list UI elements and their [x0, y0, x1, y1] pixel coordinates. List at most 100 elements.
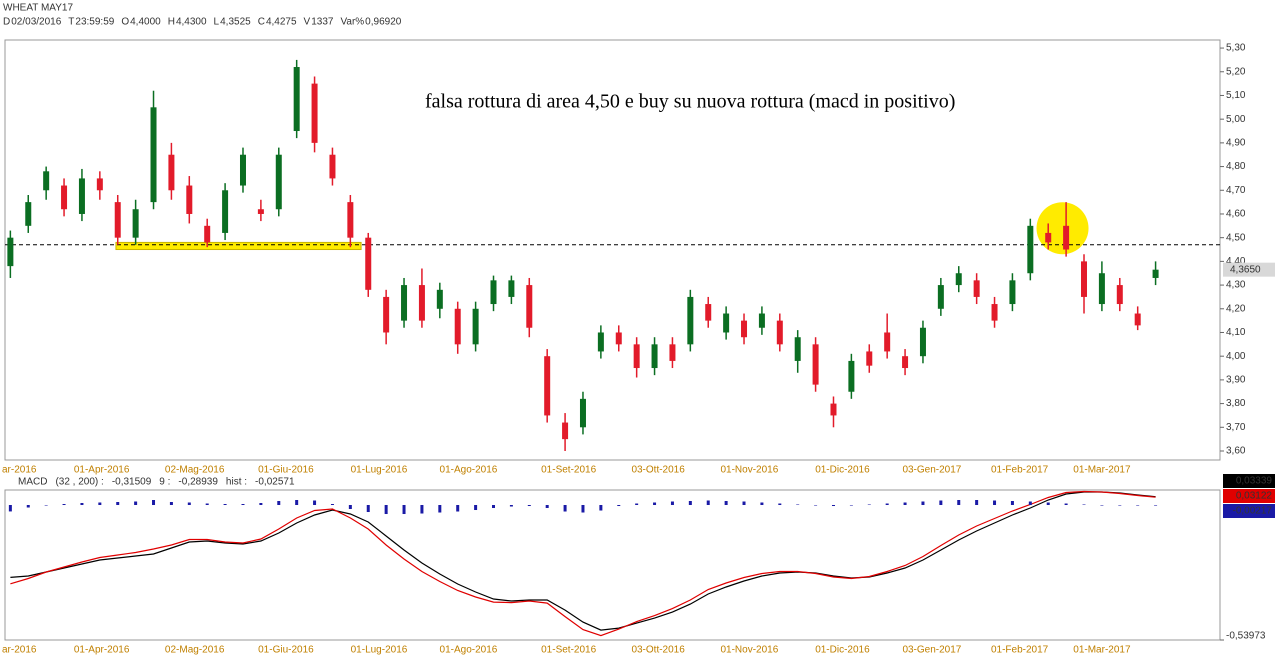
candle-body: [579, 398, 586, 428]
hist-bar: [313, 500, 317, 506]
hist-bar: [849, 505, 853, 506]
x-tick-label: 01-Apr-2016: [74, 465, 130, 476]
last-value-label: -0,00217: [1233, 506, 1273, 517]
macd-legend: MACD: [18, 477, 47, 488]
hist-bar: [438, 505, 442, 513]
last-value-label: 0,03122: [1236, 491, 1273, 502]
hist-bar: [760, 502, 764, 506]
last-value-label: 0,03339: [1236, 476, 1273, 487]
x-tick-label: 01-Lug-2016: [351, 465, 408, 476]
field-key: T: [68, 17, 74, 28]
last-value-box: [1223, 504, 1275, 518]
hist-bar: [617, 505, 621, 507]
hist-bar: [742, 501, 746, 506]
y-tick-label: 3,80: [1226, 398, 1246, 409]
x-tick-label: 01-Set-2016: [541, 645, 596, 656]
candle-body: [383, 296, 390, 333]
candle-body: [222, 190, 229, 233]
x-tick-label: 01-Dic-2016: [815, 645, 870, 656]
hist-bar: [44, 505, 48, 506]
macd-legend: -0,02571: [255, 477, 295, 488]
macd-legend: (32 , 200) :: [55, 477, 103, 488]
candle-body: [25, 202, 32, 226]
candle-body: [866, 351, 873, 366]
candle-body: [991, 304, 998, 321]
hist-bar: [420, 505, 424, 514]
x-tick-label: 01-Lug-2016: [351, 645, 408, 656]
hist-bar: [26, 505, 30, 508]
y-tick-label: 3,60: [1226, 446, 1246, 457]
hist-bar: [384, 505, 388, 515]
candle-body: [687, 296, 694, 345]
field-key: O: [121, 17, 129, 28]
candle-body: [812, 344, 819, 385]
last-value-box: [1223, 489, 1275, 503]
x-tick-label: 01-Dic-2016: [815, 465, 870, 476]
candle-body: [758, 313, 765, 328]
hist-bar: [957, 500, 961, 506]
candle-body: [365, 237, 372, 290]
hist-bar: [796, 504, 800, 506]
hist-bar: [1136, 505, 1140, 506]
hist-bar: [1028, 501, 1032, 506]
field-value: 4,4275: [266, 17, 297, 28]
hist-bar: [295, 500, 299, 506]
macd-legend: -0,31509: [112, 477, 152, 488]
x-tick-label: 02-Mag-2016: [165, 465, 225, 476]
y-tick-label: 3,70: [1226, 422, 1246, 433]
hist-bar: [152, 500, 156, 506]
hist-bar: [563, 505, 567, 512]
x-tick-label: 03-Ott-2016: [631, 645, 685, 656]
candle-body: [1009, 280, 1016, 305]
y-tick-label: 4,70: [1226, 185, 1246, 196]
field-key: Var%: [340, 17, 364, 28]
hist-bar: [1118, 505, 1122, 506]
field-value: 4,4300: [176, 17, 207, 28]
hist-bar: [241, 504, 245, 506]
hist-bar: [1046, 502, 1050, 506]
field-value: 4,4000: [130, 17, 161, 28]
hist-bar: [545, 505, 549, 509]
candle-body: [436, 289, 443, 309]
highlight: [1036, 202, 1089, 255]
candle-body: [597, 332, 604, 352]
macd-line: [10, 490, 1156, 637]
hist-bar: [975, 500, 979, 506]
candle-body: [830, 403, 837, 416]
hist-bar: [670, 501, 674, 506]
last-price-label: 4,3650: [1230, 264, 1261, 275]
x-tick-label: 01-Ago-2016: [440, 645, 498, 656]
field-key: L: [214, 17, 220, 28]
candle-body: [150, 107, 157, 203]
candle-body: [1116, 285, 1123, 305]
y-tick-label: 4,80: [1226, 161, 1246, 172]
field-value: 02/03/2016: [11, 17, 61, 28]
hist-bar: [939, 500, 943, 506]
instrument-title: WHEAT MAY17: [3, 3, 73, 14]
y-tick-label: 5,00: [1226, 114, 1246, 125]
hist-bar: [456, 505, 460, 512]
hist-bar: [1100, 505, 1104, 506]
candle-body: [1152, 269, 1159, 278]
y-tick-label: 4,60: [1226, 209, 1246, 220]
candle-body: [919, 327, 926, 357]
macd-legend: -0,28939: [178, 477, 218, 488]
candle-body: [651, 344, 658, 369]
hist-bar: [599, 505, 603, 511]
y-tick-label: 3,90: [1226, 375, 1246, 386]
field-value: 4,3525: [220, 17, 251, 28]
candle-body: [204, 225, 211, 243]
hist-bar: [474, 505, 478, 511]
hist-bar: [277, 501, 281, 506]
field-key: H: [168, 17, 175, 28]
candle-body: [1081, 261, 1088, 297]
macd-line: [10, 491, 1156, 631]
hist-bar: [98, 502, 102, 506]
candle-body: [955, 273, 962, 286]
candle-body: [794, 337, 801, 361]
x-tick-label: 01-Mar-2017: [1073, 465, 1131, 476]
hist-bar: [635, 503, 639, 506]
x-tick-label: 01-Feb-2017: [991, 645, 1049, 656]
